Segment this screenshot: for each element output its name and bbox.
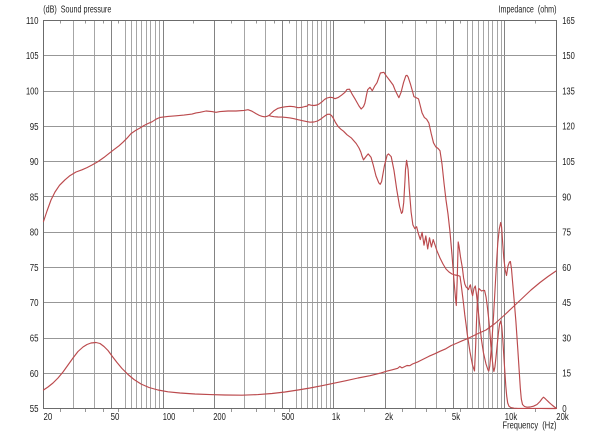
svg-text:Impedance (ohm): Impedance (ohm) [499,4,557,15]
svg-text:105: 105 [562,157,575,168]
svg-text:70: 70 [30,298,39,309]
svg-text:120: 120 [562,122,575,133]
svg-text:135: 135 [562,86,575,97]
svg-text:65: 65 [30,334,39,345]
svg-text:150: 150 [562,51,575,62]
svg-text:100: 100 [26,87,39,98]
svg-text:20k: 20k [556,412,568,423]
svg-text:80: 80 [30,228,39,239]
svg-text:10k: 10k [505,412,517,423]
svg-text:0: 0 [562,404,567,415]
svg-text:20: 20 [44,412,53,423]
svg-text:2k: 2k [385,412,393,423]
svg-text:30: 30 [562,333,571,344]
svg-text:5k: 5k [452,412,460,423]
svg-text:105: 105 [26,51,39,62]
svg-text:60: 60 [562,263,571,274]
svg-text:90: 90 [30,157,39,168]
svg-text:95: 95 [30,122,39,133]
svg-text:75: 75 [30,263,39,274]
svg-text:75: 75 [562,228,571,239]
svg-text:1k: 1k [332,412,340,423]
svg-text:165: 165 [562,16,575,27]
svg-text:50: 50 [111,412,120,423]
svg-text:15: 15 [562,369,571,380]
svg-text:Frequency (Hz): Frequency (Hz) [503,420,557,431]
svg-text:45: 45 [562,298,571,309]
svg-text:85: 85 [30,192,39,203]
svg-text:110: 110 [26,16,39,27]
svg-text:100: 100 [163,412,176,423]
svg-text:500: 500 [282,412,295,423]
svg-text:55: 55 [30,404,39,415]
svg-text:200: 200 [213,412,226,423]
svg-text:60: 60 [30,369,39,380]
svg-text:(dB) Sound pressure: (dB) Sound pressure [43,4,111,15]
svg-text:90: 90 [562,192,571,203]
